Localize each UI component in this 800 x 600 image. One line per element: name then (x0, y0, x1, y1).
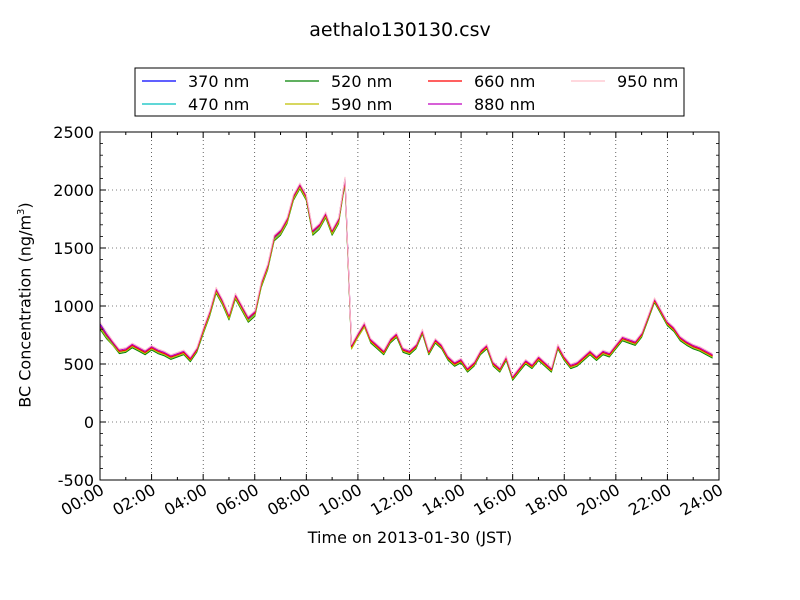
x-tick-label: 12:00 (367, 480, 416, 520)
legend-label: 470 nm (188, 95, 249, 114)
x-tick-label: 14:00 (419, 480, 468, 520)
y-tick-label: 1500 (53, 239, 94, 258)
legend-label: 950 nm (617, 72, 678, 91)
y-tick-label: -500 (58, 471, 94, 490)
x-tick-label: 06:00 (213, 480, 262, 520)
x-tick-label: 22:00 (625, 480, 674, 520)
x-tick-label: 24:00 (677, 480, 726, 520)
legend-label: 520 nm (331, 72, 392, 91)
data-series (99, 176, 713, 381)
legend: 370 nm 470 nm 520 nm 590 nm 660 nm 880 nm 950 … (134, 67, 685, 117)
y-tick-label: 500 (63, 355, 94, 374)
x-axis-label: Time on 2013-01-30 (JST) (307, 528, 513, 547)
legend-label: 590 nm (331, 95, 392, 114)
x-tick-label: 16:00 (470, 480, 519, 520)
series-line-880-nm (99, 177, 713, 378)
series-line-660-nm (99, 179, 713, 379)
y-tick-label: 0 (84, 413, 94, 432)
x-tick-label: 04:00 (161, 480, 210, 520)
y-tick-label: 2000 (53, 181, 94, 200)
legend-label: 880 nm (474, 95, 535, 114)
y-tick-label: 1000 (53, 297, 94, 316)
chart-title: aethalo130130.csv (309, 19, 491, 41)
series-line-370-nm (99, 177, 713, 379)
axis-ticks: 00:00 02:00 04:00 06:00 08:00 10:00 12:00 14:00… (53, 123, 726, 520)
grid-lines (100, 132, 719, 480)
x-tick-label: 02:00 (109, 480, 158, 520)
legend-box (134, 67, 685, 117)
series-line-520-nm (99, 182, 713, 381)
x-tick-label: 18:00 (522, 480, 571, 520)
x-tick-label: 08:00 (264, 480, 313, 520)
legend-label: 660 nm (474, 72, 535, 91)
legend-label: 370 nm (188, 72, 249, 91)
y-tick-label: 2500 (53, 123, 94, 142)
y-axis-label: BC Concentration (ng/m3) (15, 202, 35, 408)
series-line-590-nm (99, 181, 713, 380)
x-tick-label: 20:00 (574, 480, 623, 520)
series-line-950-nm (99, 176, 713, 377)
x-tick-label: 10:00 (316, 480, 365, 520)
